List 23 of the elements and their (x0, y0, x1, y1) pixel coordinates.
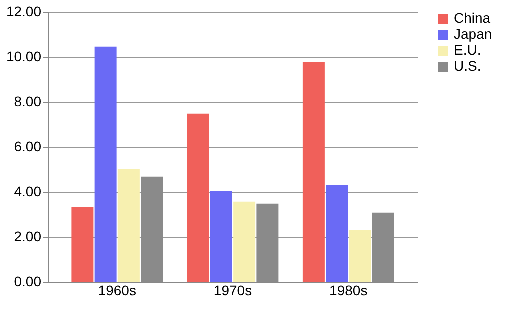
bar (234, 202, 256, 282)
y-tick-label: 8.00 (14, 94, 42, 110)
bar (187, 114, 210, 282)
x-tick-label: 1980s (330, 282, 368, 298)
y-tick-label: 6.00 (14, 138, 42, 154)
legend-label: U.S. (454, 58, 482, 74)
legend-label: China (454, 10, 491, 26)
legend-label: E.U. (454, 42, 482, 58)
legend-label: Japan (454, 26, 492, 42)
bar (94, 46, 117, 282)
y-tick-label: 10.00 (6, 48, 42, 64)
bar (72, 207, 94, 282)
x-tick-label: 1960s (98, 282, 136, 298)
bar (210, 191, 232, 282)
bar (118, 169, 140, 282)
bar (302, 62, 325, 282)
y-tick-label: 0.00 (14, 274, 42, 290)
y-tick-label: 4.00 (14, 184, 42, 200)
x-tick-label: 1970s (214, 282, 252, 298)
y-tick-label: 12.00 (6, 4, 42, 20)
bar (326, 185, 348, 282)
y-tick-label: 2.00 (14, 228, 42, 244)
bar (349, 230, 372, 282)
